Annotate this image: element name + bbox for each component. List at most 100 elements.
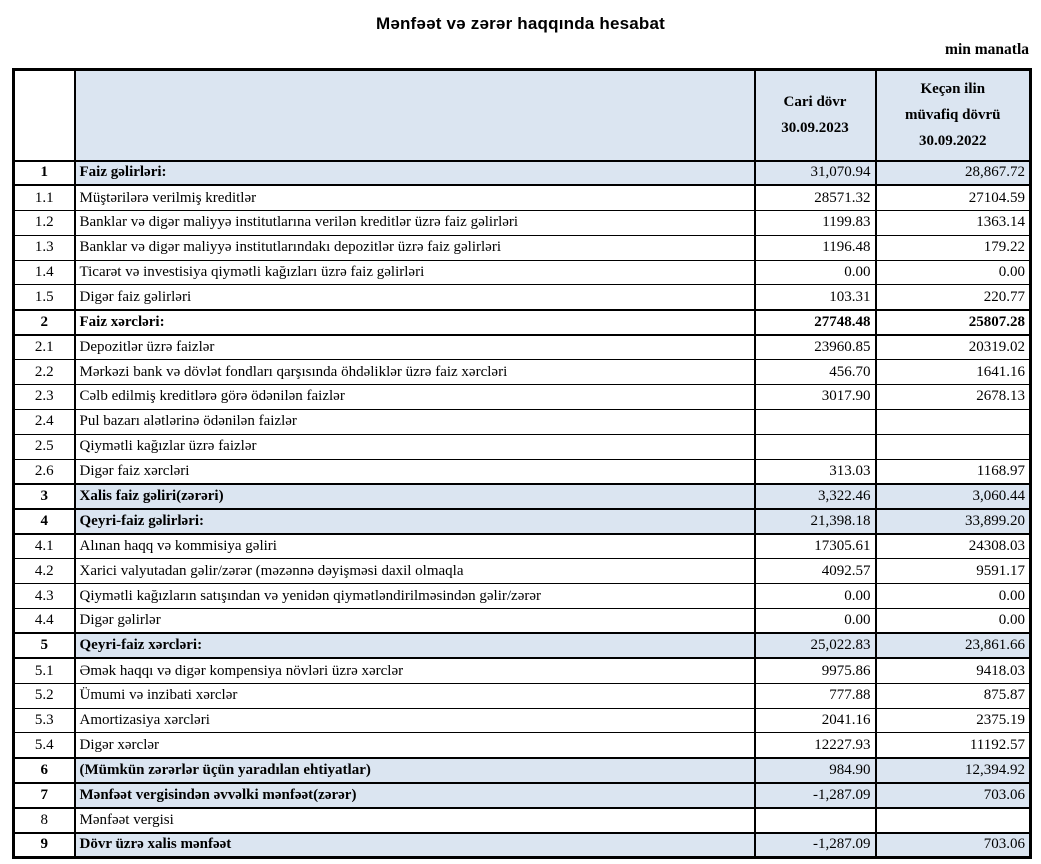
prior-value-cell: [874, 807, 1032, 834]
row-number-cell: 5.2: [12, 682, 76, 709]
current-value-cell: 4092.57: [753, 558, 877, 585]
prior-value-cell: 179.22: [874, 234, 1032, 261]
table-row: 6 (Mümkün zərərlər üçün yaradılan ehtiya…: [12, 756, 1032, 784]
current-value-cell: 0.00: [753, 583, 877, 610]
table-row: 1.5 Digər faiz gəlirləri 103.31 220.77: [12, 284, 1032, 311]
row-number-cell: 4: [12, 507, 76, 535]
row-label-cell: Qeyri-faiz xərcləri:: [73, 632, 756, 660]
table-row: 5.2 Ümumi və inzibati xərclər 777.88 875…: [12, 682, 1032, 709]
table-header-row: Cari dövr 30.09.2023 Keçən ilin müvafiq …: [12, 69, 1032, 161]
current-value-cell: 9975.86: [753, 657, 877, 684]
prior-value-cell: 9418.03: [874, 657, 1032, 684]
profit-loss-table: Cari dövr 30.09.2023 Keçən ilin müvafiq …: [12, 68, 1032, 859]
prior-value-cell: 1168.97: [874, 458, 1032, 485]
table-row: 2.6 Digər faiz xərcləri 313.03 1168.97: [12, 458, 1032, 485]
current-value-cell: 1196.48: [753, 234, 877, 261]
row-number-cell: 4.2: [12, 558, 76, 585]
row-number-cell: 1.1: [12, 184, 76, 211]
current-period-title: Cari dövr: [783, 94, 847, 111]
current-value-cell: 984.90: [753, 756, 877, 784]
prior-value-cell: 2678.13: [874, 384, 1032, 410]
current-value-cell: 2041.16: [753, 707, 877, 734]
prior-value-cell: 27104.59: [874, 184, 1032, 211]
row-number-cell: 5.3: [12, 707, 76, 734]
current-value-cell: 3017.90: [753, 384, 877, 410]
table-row: 5.4 Digər xərclər 12227.93 11192.57: [12, 732, 1032, 759]
row-label-cell: Mərkəzi bank və dövlət fondları qarşısın…: [73, 359, 756, 386]
row-number-cell: 6: [12, 756, 76, 784]
table-row: 4.4 Digər gəlirlər 0.00 0.00: [12, 608, 1032, 634]
row-label-cell: Müştərilərə verilmiş kreditlər: [73, 184, 756, 211]
row-number-cell: 2: [12, 308, 76, 336]
prior-value-cell: 2375.19: [874, 707, 1032, 734]
prior-value-cell: 703.06: [874, 831, 1032, 859]
table-row: 8 Mənfəət vergisi: [12, 807, 1032, 834]
current-value-cell: 31,070.94: [753, 159, 877, 187]
row-label-cell: Dövr üzrə xalis mənfəət: [73, 831, 756, 859]
row-label-cell: Faiz gəlirləri:: [73, 159, 756, 187]
row-number-cell: 4.4: [12, 608, 76, 634]
row-label-cell: Qeyri-faiz gəlirləri:: [73, 507, 756, 535]
current-value-cell: 0.00: [753, 608, 877, 634]
current-value-cell: 3,322.46: [753, 483, 877, 510]
row-number-cell: 4.3: [12, 583, 76, 610]
row-label-cell: Xarici valyutadan gəlir/zərər (məzənnə d…: [73, 558, 756, 585]
current-value-cell: 21,398.18: [753, 507, 877, 535]
unit-note: min manatla: [945, 41, 1029, 58]
row-number-cell: 2.5: [12, 433, 76, 460]
table-row: 2.4 Pul bazarı alətlərinə ödənilən faizl…: [12, 408, 1032, 435]
row-label-cell: Əmək haqqı və digər kompensiya növləri ü…: [73, 657, 756, 684]
row-label-cell: Ticarət və investisiya qiymətli kağızlar…: [73, 259, 756, 286]
current-value-cell: 1199.83: [753, 209, 877, 236]
prior-value-cell: 1641.16: [874, 359, 1032, 386]
row-label-cell: Cəlb edilmiş kreditlərə görə ödənilən fa…: [73, 384, 756, 410]
header-label-cell: [73, 69, 756, 161]
prior-value-cell: 28,867.72: [874, 159, 1032, 187]
row-label-cell: Alınan haqq və kommisiya gəliri: [73, 533, 756, 560]
row-label-cell: Banklar və digər maliyyə institutlarında…: [73, 234, 756, 261]
prior-value-cell: 9591.17: [874, 558, 1032, 585]
prior-value-cell: [874, 433, 1032, 460]
row-number-cell: 2.1: [12, 334, 76, 361]
current-value-cell: -1,287.09: [753, 831, 877, 859]
header-current-period-cell: Cari dövr 30.09.2023: [753, 69, 877, 161]
current-value-cell: 777.88: [753, 682, 877, 709]
row-label-cell: Ümumi və inzibati xərclər: [73, 682, 756, 709]
row-number-cell: 2.2: [12, 359, 76, 386]
prior-value-cell: 33,899.20: [874, 507, 1032, 535]
table-row: 3 Xalis faiz gəliri(zərəri) 3,322.46 3,0…: [12, 483, 1032, 510]
row-number-cell: 5: [12, 632, 76, 660]
current-value-cell: 25,022.83: [753, 632, 877, 660]
row-label-cell: Qiymətli kağızlar üzrə faizlər: [73, 433, 756, 460]
prior-value-cell: 875.87: [874, 682, 1032, 709]
row-number-cell: 2.6: [12, 458, 76, 485]
current-value-cell: [753, 433, 877, 460]
header-prior-period-cell: Keçən ilin müvafiq dövrü 30.09.2022: [874, 69, 1032, 161]
table-row: 2.1 Depozitlər üzrə faizlər 23960.85 203…: [12, 334, 1032, 361]
current-period-date: 30.09.2023: [781, 120, 849, 137]
table-row: 4.1 Alınan haqq və kommisiya gəliri 1730…: [12, 533, 1032, 560]
row-number-cell: 1.3: [12, 234, 76, 261]
prior-value-cell: 703.06: [874, 781, 1032, 809]
prior-value-cell: 12,394.92: [874, 756, 1032, 784]
table-row: 9 Dövr üzrə xalis mənfəət -1,287.09 703.…: [12, 831, 1032, 859]
row-label-cell: Digər gəlirlər: [73, 608, 756, 634]
table-row: 7 Mənfəət vergisindən əvvəlki mənfəət(zə…: [12, 781, 1032, 809]
current-value-cell: 12227.93: [753, 732, 877, 759]
table-row: 4 Qeyri-faiz gəlirləri: 21,398.18 33,899…: [12, 507, 1032, 535]
row-label-cell: Digər xərclər: [73, 732, 756, 759]
prior-period-date: 30.09.2022: [919, 133, 987, 150]
row-number-cell: 5.1: [12, 657, 76, 684]
prior-value-cell: 0.00: [874, 583, 1032, 610]
table-row: 5.3 Amortizasiya xərcləri 2041.16 2375.1…: [12, 707, 1032, 734]
current-value-cell: 27748.48: [753, 308, 877, 336]
row-label-cell: Amortizasiya xərcləri: [73, 707, 756, 734]
row-label-cell: Depozitlər üzrə faizlər: [73, 334, 756, 361]
prior-value-cell: 24308.03: [874, 533, 1032, 560]
current-value-cell: 456.70: [753, 359, 877, 386]
current-value-cell: -1,287.09: [753, 781, 877, 809]
table-row: 1.4 Ticarət və investisiya qiymətli kağı…: [12, 259, 1032, 286]
current-value-cell: 313.03: [753, 458, 877, 485]
table-row: 2.2 Mərkəzi bank və dövlət fondları qarş…: [12, 359, 1032, 386]
prior-value-cell: 3,060.44: [874, 483, 1032, 510]
